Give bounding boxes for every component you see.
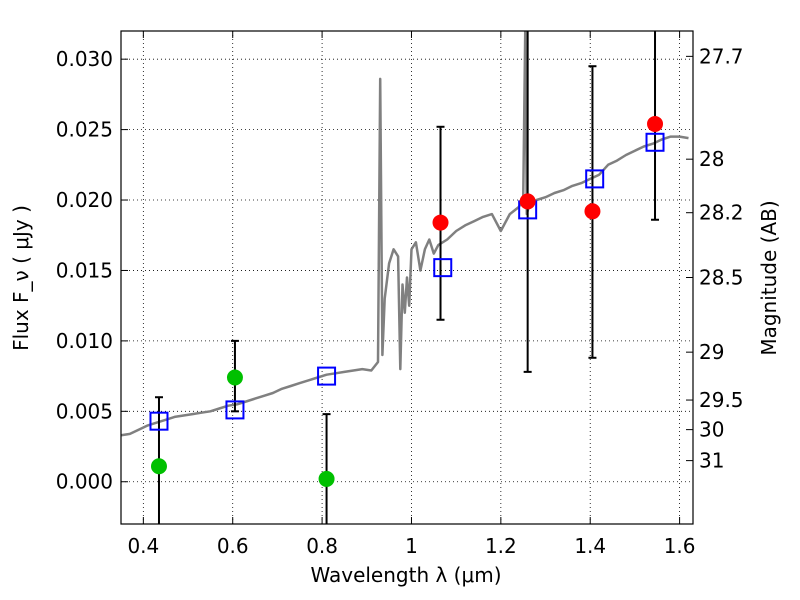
green-flux-point xyxy=(318,470,335,487)
x-axis-title-text: Wavelength λ (μm) xyxy=(310,563,501,587)
y-tick-label: 0.020 xyxy=(56,188,113,212)
y-tick-label: 0.015 xyxy=(56,258,113,282)
model-square-point xyxy=(433,258,453,278)
red-flux-point xyxy=(519,193,536,210)
y2-axis-title-text: Magnitude (AB) xyxy=(757,200,781,355)
y-tick-label: 0.025 xyxy=(56,118,113,142)
x-axis-title: Wavelength λ (μm) xyxy=(310,563,501,587)
x-tick-label: 1.2 xyxy=(485,534,517,558)
x-tick-label: 1 xyxy=(405,534,418,558)
x-tick-label: 0.4 xyxy=(127,534,159,558)
x-tick-label: 0.6 xyxy=(217,534,249,558)
y-tick-label: 0.010 xyxy=(56,329,113,353)
model-square-point xyxy=(225,400,245,420)
green-flux-point xyxy=(226,369,243,386)
y2-tick-label: 29 xyxy=(699,340,724,364)
y-tick-label: 0.000 xyxy=(56,470,113,494)
y-tick-label: 0.030 xyxy=(56,47,113,71)
y2-tick-label: 28 xyxy=(699,147,724,171)
y2-tick-label: 30 xyxy=(699,418,724,442)
axis-ticks: 0.4 0.6 0.8 1 1.2 1.4 1.6 0.000 0.005 0.010 0.015 0… xyxy=(56,31,744,558)
y2-tick-label: 31 xyxy=(699,449,724,473)
y-axis-title-text: Flux F_ν ( μJy ) xyxy=(9,205,33,351)
red-flux-point xyxy=(584,203,601,220)
y-axis-title: Flux F_ν ( μJy ) xyxy=(9,205,33,351)
red-flux-point xyxy=(432,214,449,231)
x-tick-label: 0.8 xyxy=(306,534,338,558)
model-square-point xyxy=(317,366,337,386)
x-tick-label: 1.6 xyxy=(664,534,696,558)
plot-area xyxy=(121,31,689,524)
red-flux-point xyxy=(647,115,664,132)
model-square-point xyxy=(645,132,665,152)
y-tick-label: 0.005 xyxy=(56,399,113,423)
grid-lines xyxy=(121,31,693,524)
x-tick-label: 1.4 xyxy=(574,534,606,558)
y2-tick-label: 28.5 xyxy=(699,266,744,290)
y2-tick-label: 29.5 xyxy=(699,388,744,412)
model-square-point xyxy=(585,169,605,189)
green-flux-point xyxy=(150,458,167,475)
model-square-point xyxy=(149,411,169,431)
y2-tick-label: 28.2 xyxy=(699,201,744,225)
y2-axis-title: Magnitude (AB) xyxy=(757,200,781,355)
y2-tick-label: 27.7 xyxy=(699,44,744,68)
spectrum-line xyxy=(121,31,689,437)
